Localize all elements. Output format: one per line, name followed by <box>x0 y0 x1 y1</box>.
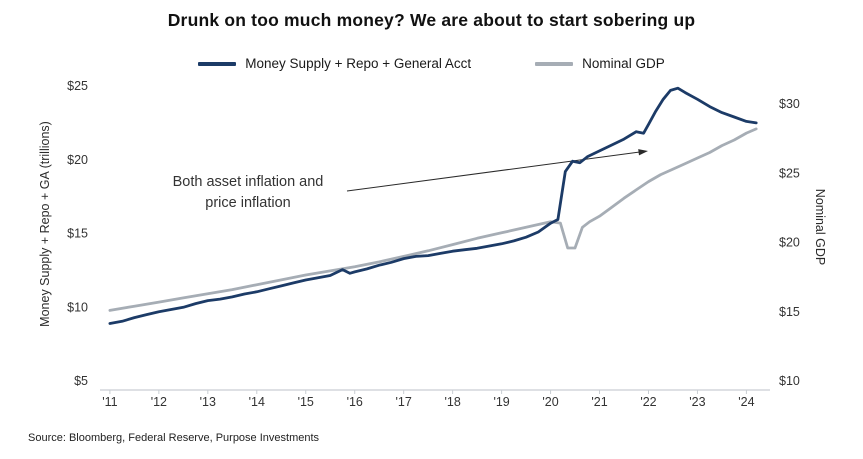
x-tick-label: '20 <box>542 395 558 409</box>
x-tick-label: '16 <box>347 395 363 409</box>
left-tick-label: $25 <box>67 79 88 93</box>
x-tick-label: '14 <box>249 395 265 409</box>
legend-line-gray-icon <box>535 61 574 66</box>
left-tick-label: $10 <box>67 300 88 314</box>
x-tick-label: '22 <box>640 395 656 409</box>
annotation-text: Both asset inflation and price inflation <box>172 174 324 212</box>
right-tick-label: $15 <box>779 305 800 319</box>
right-tick-label: $30 <box>779 97 800 111</box>
left-tick-label: $15 <box>67 227 88 241</box>
right-tick-label: $25 <box>779 166 800 180</box>
right-tick-label: $20 <box>779 236 800 250</box>
legend-label-nominal-gdp: Nominal GDP <box>582 56 665 71</box>
series-line-money-supply <box>108 86 758 325</box>
left-tick-label: $5 <box>74 374 88 388</box>
legend-item-money-supply: Money Supply + Repo + General Acct <box>198 56 471 71</box>
x-tick-label: '13 <box>200 395 216 409</box>
x-tick-label: '21 <box>591 395 607 409</box>
x-tick-label: '23 <box>689 395 705 409</box>
x-tick-label: '18 <box>444 395 460 409</box>
x-tick-label: '17 <box>396 395 412 409</box>
legend: Money Supply + Repo + General Acct Nomin… <box>0 56 863 71</box>
legend-line-navy-icon <box>198 61 237 66</box>
right-tick-label: $10 <box>779 374 800 388</box>
x-tick-label: '15 <box>298 395 314 409</box>
chart-title: Drunk on too much money? We are about to… <box>167 10 696 30</box>
left-tick-label: $20 <box>67 153 88 167</box>
x-tick-label: '12 <box>151 395 167 409</box>
series-line-nominal-gdp <box>108 127 758 312</box>
source-note: Source: Bloomberg, Federal Reserve, Purp… <box>28 432 320 444</box>
x-tick-label: '24 <box>738 395 754 409</box>
legend-item-nominal-gdp: Nominal GDP <box>535 56 665 71</box>
legend-label-money-supply: Money Supply + Repo + General Acct <box>245 56 472 71</box>
x-tick-label: '11 <box>102 395 117 409</box>
annotation-arrow <box>346 151 641 192</box>
x-tick-label: '19 <box>493 395 509 409</box>
annotation-arrowhead-icon <box>638 149 648 156</box>
